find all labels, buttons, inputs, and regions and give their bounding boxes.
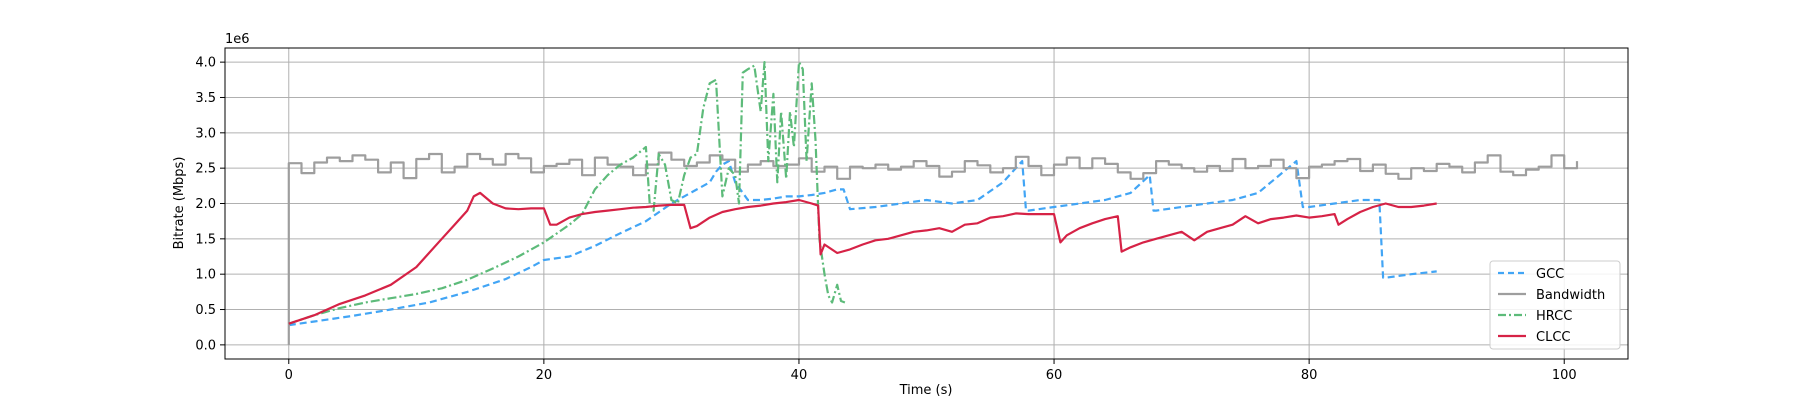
series-line-gcc: [288, 160, 1437, 327]
x-axis-label: Time (s): [899, 383, 953, 398]
y-tick-label: 4.0: [195, 56, 216, 71]
series-layer: [287, 61, 1579, 345]
series-line-bandwidth: [287, 151, 1579, 345]
y-tick-label: 1.5: [195, 232, 216, 247]
legend-label-bandwidth: Bandwidth: [1536, 288, 1605, 303]
x-tick-label: 80: [1301, 368, 1318, 383]
x-ticks: 0 20 40 60 80 100: [285, 359, 1577, 383]
series-line-clcc: [288, 191, 1437, 325]
x-tick-label: 0: [285, 368, 293, 383]
y-tick-label: 3.0: [195, 126, 216, 141]
x-tick-label: 20: [536, 368, 553, 383]
legend-label-gcc: GCC: [1536, 267, 1564, 282]
y-axis-label: Bitrate (Mbps): [172, 157, 187, 250]
series-line-hrcc: [288, 61, 846, 325]
y-tick-label: 0.5: [195, 303, 216, 318]
x-tick-label: 60: [1046, 368, 1063, 383]
y-tick-label: 1.0: [195, 268, 216, 283]
y-tick-label: 2.5: [195, 162, 216, 177]
grid-y: [225, 61, 1628, 346]
legend: GCC Bandwidth HRCC CLCC: [1489, 260, 1621, 350]
y-tick-label: 0.0: [195, 338, 216, 353]
legend-label-hrcc: HRCC: [1536, 309, 1572, 324]
y-tick-label: 2.0: [195, 197, 216, 212]
legend-label-clcc: CLCC: [1536, 330, 1570, 345]
y-offset-label: 1e6: [225, 32, 250, 47]
x-tick-label: 40: [791, 368, 808, 383]
y-tick-label: 3.5: [195, 91, 216, 106]
y-ticks: 0.0 0.5 1.0 1.5 2.0 2.5 3.0 3.5 4.0: [195, 56, 225, 353]
legend-box: [1489, 260, 1621, 350]
x-tick-label: 100: [1552, 368, 1577, 383]
